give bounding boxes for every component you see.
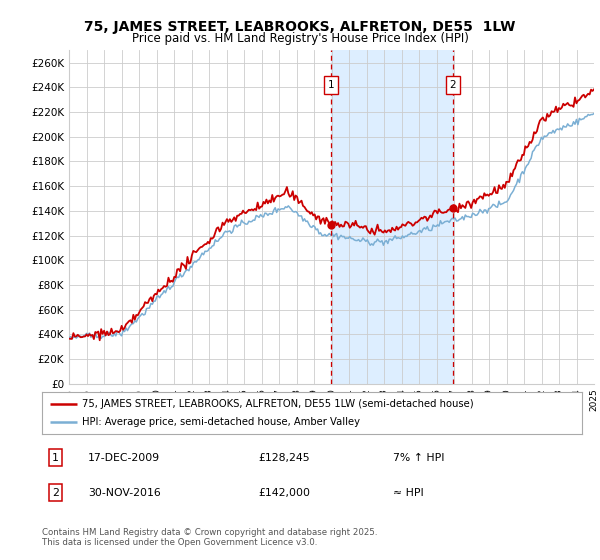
Text: HPI: Average price, semi-detached house, Amber Valley: HPI: Average price, semi-detached house,… bbox=[83, 417, 361, 427]
Text: 75, JAMES STREET, LEABROOKS, ALFRETON, DE55 1LW (semi-detached house): 75, JAMES STREET, LEABROOKS, ALFRETON, D… bbox=[83, 399, 474, 409]
Text: 30-NOV-2016: 30-NOV-2016 bbox=[88, 488, 161, 498]
Text: 17-DEC-2009: 17-DEC-2009 bbox=[88, 453, 160, 463]
Text: £142,000: £142,000 bbox=[258, 488, 310, 498]
Text: 2: 2 bbox=[52, 488, 59, 498]
Text: £128,245: £128,245 bbox=[258, 453, 310, 463]
Text: 75, JAMES STREET, LEABROOKS, ALFRETON, DE55  1LW: 75, JAMES STREET, LEABROOKS, ALFRETON, D… bbox=[85, 20, 515, 34]
Text: 1: 1 bbox=[328, 80, 334, 90]
Text: 1: 1 bbox=[52, 453, 59, 463]
Text: 7% ↑ HPI: 7% ↑ HPI bbox=[393, 453, 445, 463]
Bar bbox=[331, 50, 452, 384]
Text: ≈ HPI: ≈ HPI bbox=[393, 488, 424, 498]
Text: Contains HM Land Registry data © Crown copyright and database right 2025.
This d: Contains HM Land Registry data © Crown c… bbox=[42, 528, 377, 547]
Text: 2: 2 bbox=[449, 80, 456, 90]
Text: Price paid vs. HM Land Registry's House Price Index (HPI): Price paid vs. HM Land Registry's House … bbox=[131, 32, 469, 45]
